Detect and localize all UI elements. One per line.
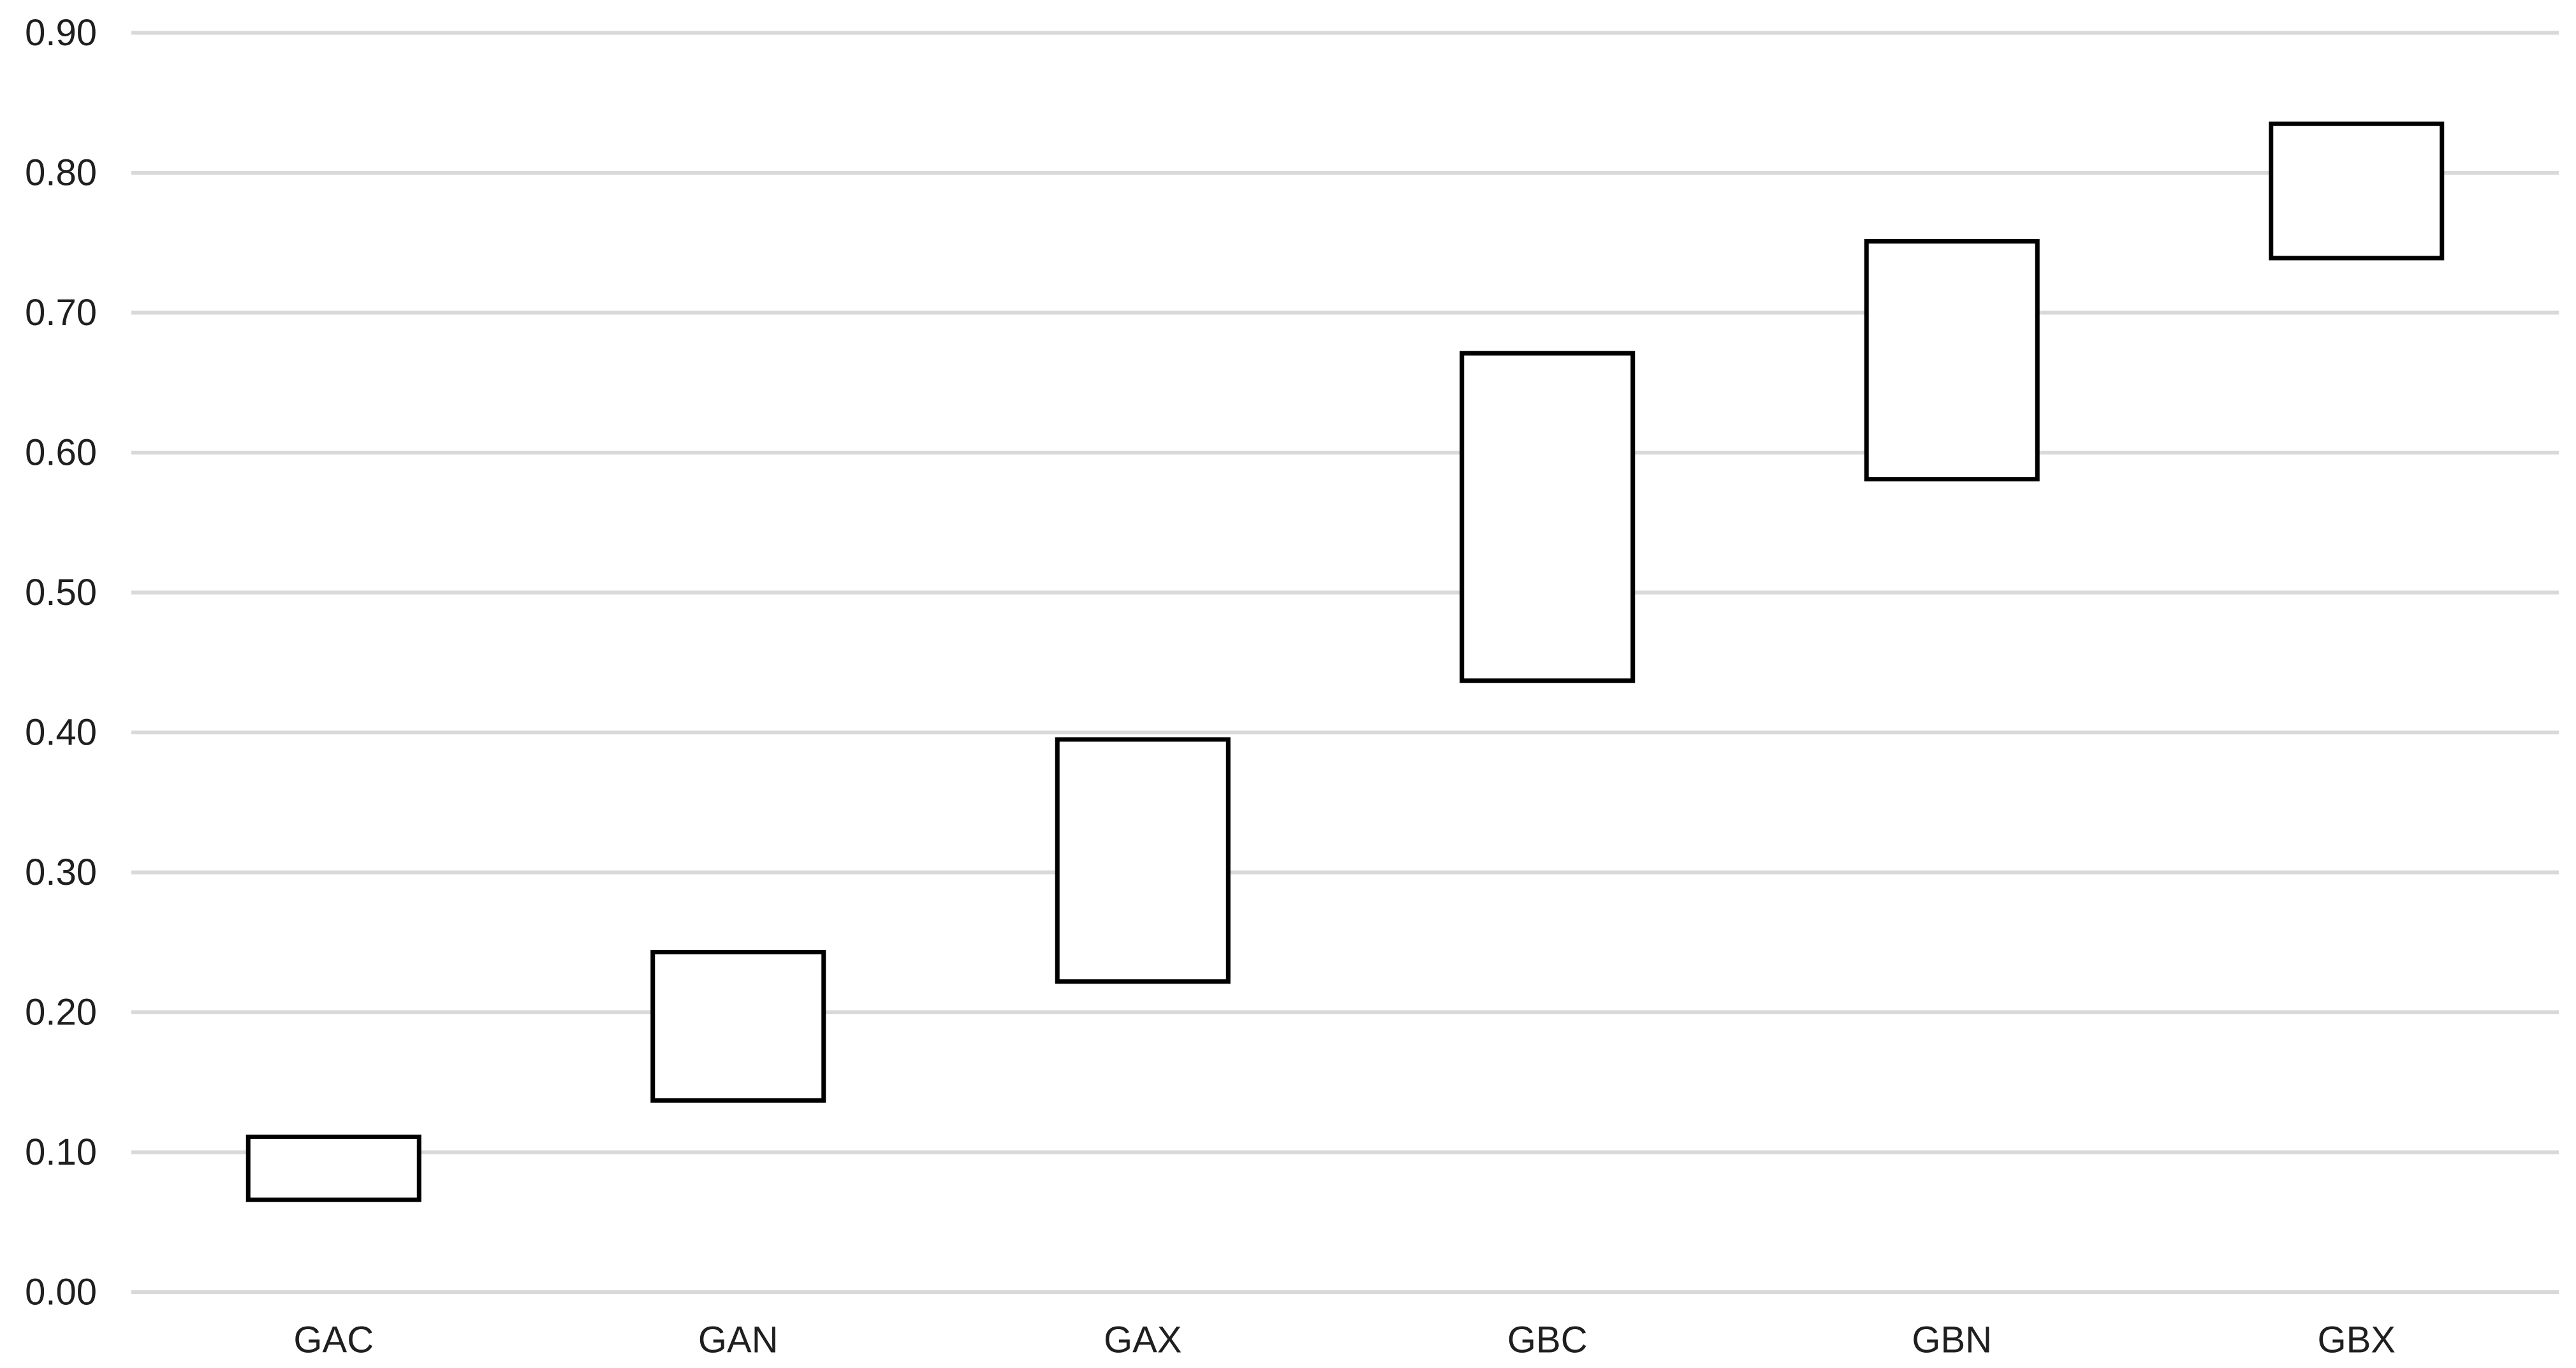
- y-tick-label: 0.80: [25, 152, 97, 194]
- x-category-label-gax: GAX: [1104, 1320, 1182, 1361]
- range-bar-gan: [650, 950, 826, 1103]
- x-category-label-gan: GAN: [698, 1320, 779, 1361]
- x-category-label-gbn: GBN: [1912, 1320, 1992, 1361]
- y-tick-label: 0.00: [25, 1272, 97, 1313]
- range-bar-gbx: [2269, 121, 2445, 261]
- range-bar-gbc: [1460, 351, 1636, 683]
- y-tick-label: 0.70: [25, 292, 97, 333]
- x-category-label-gbc: GBC: [1507, 1320, 1588, 1361]
- x-category-label-gbx: GBX: [2318, 1320, 2396, 1361]
- y-tick-label: 0.90: [25, 12, 97, 54]
- y-tick-label: 0.30: [25, 852, 97, 893]
- range-bar-gac: [245, 1134, 421, 1202]
- y-tick-label: 0.10: [25, 1132, 97, 1173]
- y-tick-label: 0.60: [25, 432, 97, 474]
- y-tick-label: 0.40: [25, 712, 97, 753]
- range-bar-gbn: [1864, 239, 2040, 482]
- y-tick-label: 0.20: [25, 992, 97, 1033]
- y-tick-label: 0.50: [25, 572, 97, 613]
- x-category-label-gac: GAC: [293, 1320, 374, 1361]
- range-bar-gax: [1055, 737, 1231, 984]
